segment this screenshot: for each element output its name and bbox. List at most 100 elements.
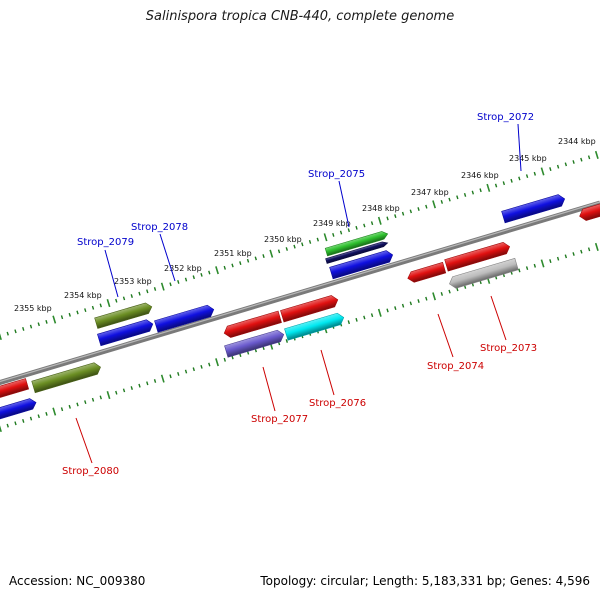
- minor-tick: [22, 327, 25, 331]
- kbp-label: 2352 kbp: [164, 264, 202, 273]
- kbp-label: 2346 kbp: [461, 171, 499, 180]
- minor-tick: [169, 374, 172, 379]
- gene-arrow[interactable]: [280, 294, 339, 323]
- major-tick: [0, 333, 2, 341]
- minor-tick: [138, 291, 141, 296]
- minor-tick: [332, 232, 335, 237]
- gene-arrow[interactable]: [578, 201, 600, 222]
- kbp-label: 2344 kbp: [558, 137, 596, 146]
- minor-tick: [262, 254, 265, 258]
- minor-tick: [153, 379, 157, 383]
- minor-tick: [91, 305, 95, 310]
- minor-tick: [45, 411, 48, 416]
- kbp-label: 2348 kbp: [362, 204, 400, 213]
- minor-tick: [370, 313, 374, 318]
- gene-label[interactable]: Strop_2072: [477, 112, 534, 123]
- minor-tick: [130, 294, 133, 298]
- minor-tick: [6, 423, 9, 428]
- gene-label[interactable]: Strop_2074: [427, 361, 484, 372]
- minor-tick: [99, 303, 102, 308]
- minor-tick: [347, 320, 350, 325]
- minor-tick: [169, 282, 172, 287]
- minor-tick: [277, 249, 281, 254]
- major-tick: [432, 200, 436, 209]
- kbp-label: 2354 kbp: [64, 291, 102, 300]
- minor-tick: [518, 268, 521, 273]
- minor-tick: [580, 157, 583, 162]
- gene-arrow[interactable]: [406, 261, 447, 283]
- minor-tick: [549, 167, 552, 171]
- minor-tick: [417, 207, 420, 211]
- minor-tick: [417, 299, 420, 303]
- minor-tick: [463, 193, 467, 197]
- gene-arrow[interactable]: [94, 301, 154, 329]
- minor-tick: [394, 214, 397, 219]
- minor-tick: [115, 298, 118, 303]
- gene-leader-line: [437, 313, 454, 358]
- gene-arrow[interactable]: [325, 241, 389, 264]
- gene-leader-line: [517, 123, 522, 172]
- major-tick: [269, 249, 274, 258]
- minor-tick: [401, 303, 405, 308]
- kbp-label: 2355 kbp: [14, 304, 52, 313]
- minor-tick: [37, 322, 40, 327]
- gene-arrow[interactable]: [444, 241, 512, 272]
- gene-label[interactable]: Strop_2080: [62, 466, 119, 477]
- minor-tick: [370, 221, 374, 226]
- minor-tick: [409, 301, 413, 306]
- gene-arrow[interactable]: [154, 304, 216, 333]
- minor-tick: [355, 317, 358, 322]
- minor-tick: [22, 419, 25, 423]
- major-tick: [215, 266, 219, 275]
- minor-tick: [440, 292, 444, 296]
- minor-tick: [285, 339, 288, 343]
- gene-arrow[interactable]: [224, 329, 286, 358]
- kbp-label: 2351 kbp: [214, 249, 252, 258]
- major-tick: [432, 292, 436, 301]
- gene-arrow[interactable]: [284, 312, 346, 341]
- major-tick: [540, 167, 545, 176]
- gene-label[interactable]: Strop_2077: [251, 414, 308, 425]
- gene-arrow[interactable]: [97, 318, 154, 347]
- minor-tick: [386, 308, 389, 313]
- gene-arrow[interactable]: [0, 397, 38, 422]
- minor-tick: [564, 162, 568, 167]
- minor-tick: [223, 265, 226, 270]
- minor-tick: [448, 289, 451, 294]
- minor-tick: [37, 414, 40, 419]
- minor-tick: [401, 211, 405, 216]
- minor-tick: [494, 183, 498, 188]
- gene-leader-line: [75, 417, 93, 464]
- minor-tick: [60, 407, 64, 412]
- gene-arrow[interactable]: [448, 257, 519, 289]
- genome-backbone: [0, 200, 600, 386]
- minor-tick: [533, 263, 537, 268]
- minor-tick: [68, 404, 71, 409]
- gene-arrow[interactable]: [329, 249, 395, 280]
- gene-label[interactable]: Strop_2075: [308, 169, 365, 180]
- gene-arrow[interactable]: [31, 361, 103, 394]
- minor-tick: [239, 261, 242, 266]
- kbp-label: 2350 kbp: [264, 235, 302, 244]
- gene-leader-line: [104, 249, 119, 298]
- major-tick: [0, 425, 2, 433]
- gene-label[interactable]: Strop_2076: [309, 398, 366, 409]
- gene-label[interactable]: Strop_2073: [480, 343, 537, 354]
- gene-arrow[interactable]: [0, 378, 30, 401]
- minor-tick: [355, 225, 358, 230]
- minor-tick: [192, 275, 195, 280]
- gene-label[interactable]: Strop_2079: [77, 237, 134, 248]
- minor-tick: [14, 421, 17, 426]
- gene-arrow[interactable]: [501, 193, 567, 224]
- minor-tick: [208, 362, 211, 367]
- gene-leader-line: [490, 295, 507, 341]
- gene-label[interactable]: Strop_2078: [131, 222, 188, 233]
- minor-tick: [301, 242, 304, 247]
- major-tick: [106, 299, 111, 308]
- gene-arrow[interactable]: [324, 230, 389, 257]
- gene-leader-line: [320, 349, 335, 396]
- major-tick: [377, 216, 382, 225]
- gene-arrow[interactable]: [222, 310, 282, 339]
- minor-tick: [208, 270, 211, 275]
